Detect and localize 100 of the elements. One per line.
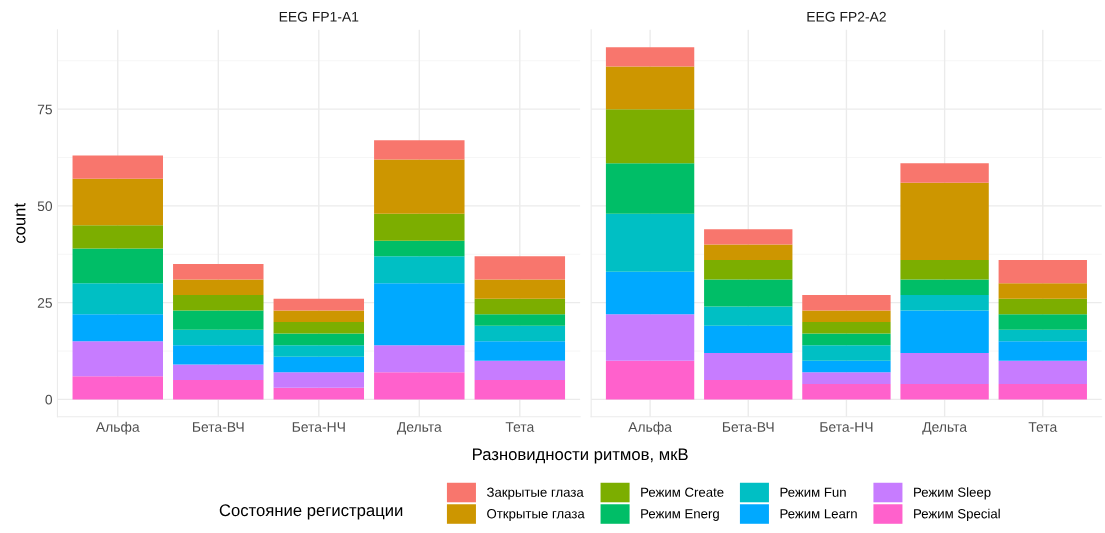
y-tick-label: 0 <box>45 394 53 405</box>
bar <box>273 298 365 311</box>
legend-label: Закрытые глаза <box>486 487 584 500</box>
chart-title: EEG FP1-A1 <box>279 11 359 22</box>
legend-label: Режим Fun <box>780 487 846 497</box>
bar <box>474 314 566 326</box>
x-tick-label: Бета-ВЧ <box>722 422 774 432</box>
bar <box>605 213 695 272</box>
bar <box>704 380 793 400</box>
bar <box>605 360 695 400</box>
bar <box>374 159 465 214</box>
legend-label: Режим Learn <box>780 509 857 519</box>
bar <box>802 310 891 322</box>
bar <box>374 256 465 284</box>
x-tick-label: Тета <box>1028 422 1058 432</box>
bar <box>704 352 793 381</box>
bar <box>72 376 163 400</box>
y-axis-title: count <box>14 203 26 243</box>
bar <box>474 341 566 361</box>
bar <box>474 325 566 342</box>
x-axis-title: Разновидности ритмов, мкВ <box>473 448 688 464</box>
chart-title: EEG FP2-A2 <box>807 11 886 22</box>
bar <box>72 155 163 179</box>
x-tick-label: Альфа <box>95 421 140 435</box>
x-tick-label: Бета-НЧ <box>292 422 345 432</box>
bar <box>900 279 989 295</box>
bar <box>900 383 989 400</box>
bar <box>173 294 264 311</box>
bar <box>72 341 163 377</box>
bar <box>173 329 264 346</box>
bar <box>173 310 264 330</box>
bar <box>72 314 163 342</box>
bar <box>900 182 989 261</box>
bar <box>173 364 264 381</box>
bar <box>704 306 793 326</box>
bar <box>173 345 264 365</box>
legend-label: Режим Sleep <box>914 487 991 500</box>
legend-label: Режим Energ <box>641 509 719 521</box>
bar <box>374 283 465 346</box>
x-tick-label: Бета-ВЧ <box>193 422 244 432</box>
bar <box>704 325 793 353</box>
bar <box>900 310 989 353</box>
bar <box>998 341 1087 361</box>
bar <box>802 333 891 346</box>
bar <box>474 360 566 381</box>
bar <box>802 372 891 384</box>
bar <box>802 345 891 361</box>
bar <box>173 279 264 295</box>
bar <box>273 387 365 400</box>
legend-title: Состояние регистрации <box>219 504 403 520</box>
bar <box>273 333 365 346</box>
bar <box>900 352 989 384</box>
bar <box>273 345 365 357</box>
bar <box>900 260 989 280</box>
bar <box>998 298 1087 315</box>
bar <box>704 260 793 280</box>
bar <box>173 380 264 400</box>
x-tick-label: Дельта <box>922 422 968 435</box>
bar <box>802 322 891 334</box>
bar <box>998 283 1087 299</box>
bar <box>72 178 163 226</box>
legend-label: Открытые глаза <box>487 509 585 521</box>
bar <box>374 372 465 400</box>
bar <box>998 360 1087 384</box>
bar <box>374 240 465 257</box>
bar <box>474 380 566 400</box>
bar <box>605 163 695 214</box>
legend-label: Режим Special <box>914 508 1000 521</box>
y-tick-label: 50 <box>37 201 53 212</box>
bar <box>998 383 1087 400</box>
bar <box>900 294 989 311</box>
bar <box>474 279 566 299</box>
bar <box>704 229 793 245</box>
bar <box>605 66 695 110</box>
bar <box>998 314 1087 330</box>
x-tick-label: Альфа <box>628 421 672 435</box>
bar <box>72 225 163 249</box>
x-tick-label: Бета-НЧ <box>820 422 873 432</box>
bar <box>374 140 465 160</box>
x-tick-label: Дельта <box>396 422 442 435</box>
bar <box>900 163 989 183</box>
bar <box>802 294 891 311</box>
bar <box>374 345 465 373</box>
bar <box>605 109 695 164</box>
bar <box>374 213 465 241</box>
bar <box>72 283 163 315</box>
bar <box>273 372 365 388</box>
bar <box>605 47 695 67</box>
bar <box>173 263 264 280</box>
bar <box>998 329 1087 342</box>
bar <box>998 260 1087 284</box>
bar <box>704 279 793 307</box>
bar <box>273 310 365 322</box>
bar <box>72 248 163 284</box>
y-tick-label: 25 <box>37 297 53 308</box>
x-tick-label: Тета <box>505 422 535 432</box>
bar <box>802 360 891 373</box>
bar <box>605 271 695 315</box>
bar <box>474 298 566 315</box>
y-tick-label: 75 <box>37 104 53 115</box>
